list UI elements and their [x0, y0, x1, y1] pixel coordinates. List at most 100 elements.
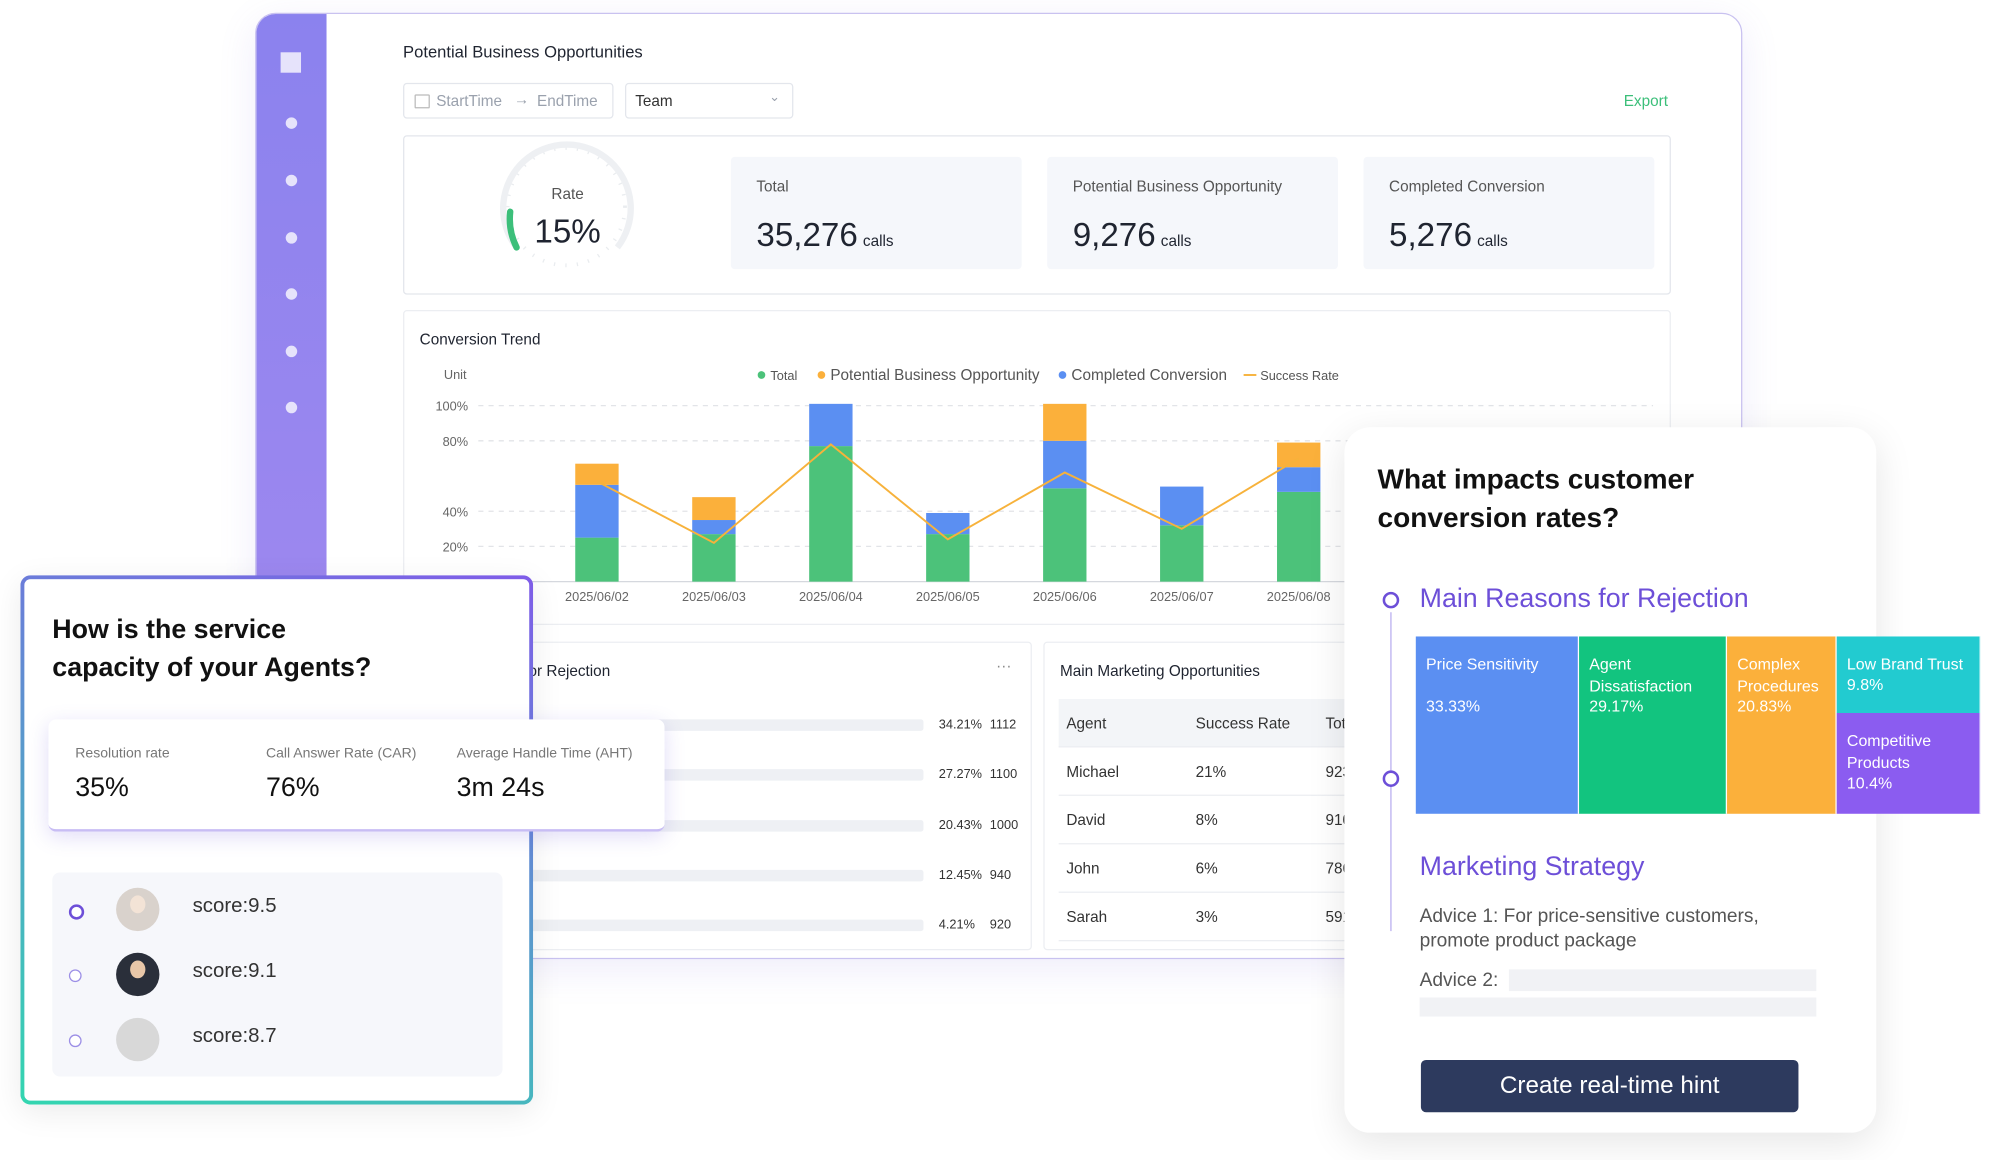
treemap-label: Agent Dissatisfaction	[1589, 655, 1693, 696]
gauge-track	[500, 141, 634, 250]
avatar	[116, 1017, 160, 1062]
x-tick-label: 2025/06/07	[1150, 589, 1214, 604]
avatar	[116, 952, 160, 997]
title-line: capacity of your Agents?	[52, 653, 372, 683]
team-label: Team	[635, 91, 673, 110]
bar-segment	[1160, 525, 1204, 582]
nav-dot[interactable]	[285, 401, 298, 414]
title-line: How is the service	[52, 614, 287, 645]
avatar	[116, 887, 160, 932]
score: score:9.5	[192, 895, 277, 918]
end-time: EndTime	[536, 91, 598, 110]
table-cell: John	[1058, 843, 1189, 893]
stat-unit: calls	[1477, 232, 1508, 250]
nav-dot[interactable]	[285, 288, 298, 300]
treemap-label: Competitive Products	[1846, 732, 1932, 772]
y-tick-label: 100%	[435, 399, 468, 414]
table-cell: 3%	[1188, 892, 1318, 942]
calendar-icon	[414, 94, 430, 109]
agents-card: How is the service capacity of your Agent…	[20, 575, 533, 1104]
rate-label: Rate	[551, 184, 584, 203]
avatar-face	[130, 960, 146, 979]
x-tick-label: 2025/06/04	[799, 589, 863, 604]
radio	[68, 969, 82, 983]
radio	[68, 904, 85, 920]
section-title: Main Reasons for Rejection	[1419, 584, 1749, 614]
y-tick-label: 20%	[443, 540, 469, 555]
bar-segment	[1277, 467, 1321, 492]
bar-segment	[1043, 403, 1087, 441]
team-select[interactable]: Team ⌄	[624, 82, 794, 119]
metric-label: Resolution rate	[75, 746, 170, 762]
legend-label: Total	[770, 368, 797, 383]
line-series	[596, 443, 1300, 545]
bar-segment	[809, 403, 853, 447]
treemap-label: Complex Procedures	[1737, 655, 1819, 696]
stat-label: Total	[756, 177, 789, 196]
sidebar-logo[interactable]	[280, 52, 302, 73]
section-title: Marketing Strategy	[1419, 852, 1645, 882]
more-menu[interactable]: ···	[996, 656, 1012, 675]
metrics-box: Resolution rate 35% Call Answer Rate (CAR)…	[48, 719, 665, 832]
create-hint-button[interactable]: Create real-time hint	[1420, 1059, 1799, 1113]
bar-segment	[1277, 491, 1321, 582]
timeline-node	[1382, 591, 1400, 609]
treemap-cell: Complex Procedures 20.83%	[1727, 636, 1837, 814]
stat-card: Total 35,276 calls	[730, 156, 1022, 270]
bar-segment	[575, 537, 619, 582]
bar-segment	[692, 497, 736, 521]
table-cell: David	[1058, 795, 1189, 845]
gauge	[500, 141, 634, 268]
advice: Advice 2:	[1419, 969, 1499, 992]
metric-value: 76%	[265, 772, 320, 803]
gauge-ticks	[505, 146, 627, 268]
placeholder	[1508, 969, 1817, 992]
x-tick-label: 2025/06/06	[1033, 589, 1097, 604]
row-percent: 34.21%	[938, 718, 983, 733]
score: score:9.1	[192, 960, 277, 983]
title-line: What impacts customer	[1377, 463, 1695, 495]
table-cell: 6%	[1188, 843, 1318, 893]
treemap-percent: 29.17%	[1589, 697, 1644, 716]
treemap-percent: 9.8%	[1846, 676, 1884, 694]
nav-dot[interactable]	[285, 345, 298, 358]
progress-track	[511, 719, 924, 731]
row-percent: 4.21%	[938, 918, 975, 933]
progress-track	[511, 869, 924, 882]
export-link[interactable]: Export	[1623, 91, 1668, 110]
bar-segment	[926, 534, 970, 582]
start-time: StartTime	[436, 91, 502, 110]
treemap-cell: Price Sensitivity 33.33%	[1415, 636, 1580, 814]
table-cell: 21%	[1188, 746, 1318, 796]
progress-track	[511, 919, 924, 932]
nav-dot[interactable]	[285, 232, 298, 244]
treemap-label: Low Brand Trust	[1846, 655, 1964, 674]
date-range[interactable]: StartTime → EndTime	[403, 82, 614, 119]
stat-unit: calls	[862, 232, 894, 250]
bar-segment	[926, 512, 970, 535]
stat-value: 35,276 calls	[756, 216, 893, 256]
x-tick-label: 2025/06/05	[916, 589, 980, 604]
table-cell: Sarah	[1058, 892, 1189, 942]
row-percent: 20.43%	[938, 818, 983, 833]
arrow: →	[514, 90, 530, 109]
nav-dot[interactable]	[285, 117, 298, 129]
radio	[68, 1034, 82, 1048]
legend-swatch	[817, 371, 826, 379]
stat-unit: calls	[1160, 232, 1192, 250]
row-count: 940	[989, 868, 1012, 883]
x-tick-label: 2025/06/08	[1267, 589, 1331, 604]
placeholder	[1419, 997, 1817, 1017]
treemap-percent: 33.33%	[1426, 697, 1481, 716]
trend-title: Conversion Trend	[419, 330, 541, 349]
treemap-label: Price Sensitivity	[1426, 655, 1539, 674]
metric-value: 3m 24s	[456, 772, 545, 803]
legend-swatch	[1058, 371, 1067, 379]
nav-dot[interactable]	[285, 174, 298, 187]
gauge-fill	[506, 208, 520, 251]
impact-title: What impacts customer conversion rates?	[1378, 460, 1695, 537]
stat-value: 5,276 calls	[1389, 216, 1508, 256]
y-tick-label: 40%	[443, 504, 469, 519]
column-header: Agent	[1058, 698, 1189, 748]
